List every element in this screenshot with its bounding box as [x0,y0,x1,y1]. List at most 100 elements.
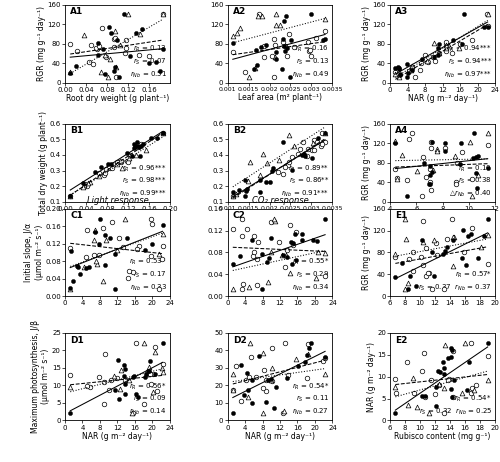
Y-axis label: RGR (mg g⁻¹ day⁻¹): RGR (mg g⁻¹ day⁻¹) [362,125,371,201]
Point [280,263,288,271]
Point [458,389,466,396]
Point [426,165,434,173]
Point [268,164,276,171]
Point [113,36,121,44]
Point [310,147,318,154]
Point [288,261,296,268]
Point [441,140,449,147]
Point [321,354,329,361]
Point [472,153,480,160]
Point [402,236,410,243]
Point [427,144,435,152]
Point [124,234,132,242]
Point [66,69,74,77]
Point [93,260,101,267]
Point [448,393,456,401]
Point [422,174,430,181]
Point [454,159,462,167]
Point [95,373,103,381]
Point [140,400,147,407]
Point [93,45,101,53]
Point [472,382,480,389]
Point [123,150,131,157]
Point [244,177,252,185]
Point [290,241,298,249]
Point [467,389,475,396]
Point [413,403,421,411]
Point [121,366,129,373]
Point [321,129,329,137]
Point [106,386,114,394]
Point [151,343,159,351]
Point [138,25,146,32]
Point [107,376,115,383]
Point [282,12,290,19]
Point [462,261,470,268]
Text: Light response: Light response [86,196,148,205]
Point [113,160,121,167]
Point [401,286,409,293]
Point [466,358,473,365]
Point [148,388,156,395]
Text: $r_R$ = 0.57*
$r_S$ = 0.37  $r_{Nb}$ = 0.37: $r_R$ = 0.57* $r_S$ = 0.37 $r_{Nb}$ = 0.… [418,270,492,292]
Point [281,48,289,55]
Point [270,42,278,49]
Point [292,256,300,263]
Point [290,230,298,237]
Point [256,188,264,195]
Point [456,160,464,168]
Point [282,374,290,382]
Text: $r_R$ = 0.94***
$r_S$ = 0.94***
$r_{Nb}$ = 0.97***: $r_R$ = 0.94*** $r_S$ = 0.94*** $r_{Nb}$… [444,44,492,80]
Point [321,249,329,257]
Point [106,164,114,172]
Point [229,286,237,293]
Point [90,236,98,243]
Point [80,182,88,189]
Point [245,283,253,291]
Point [254,281,262,288]
Point [420,393,428,400]
Point [132,152,140,159]
Point [130,410,138,417]
Point [258,250,266,258]
Point [442,144,450,151]
Point [418,192,426,200]
X-axis label: LAR (m² kg⁻¹): LAR (m² kg⁻¹) [416,213,469,223]
Point [434,147,442,155]
Point [403,73,411,80]
Point [88,61,96,68]
Point [317,143,325,150]
Point [427,187,435,194]
Point [116,234,124,242]
Point [91,226,99,234]
Point [250,65,258,73]
Point [409,249,417,256]
Point [280,43,288,50]
Point [134,143,142,151]
Point [147,215,155,223]
Point [262,42,270,49]
Point [280,170,287,178]
Point [430,272,438,279]
Point [122,44,130,52]
Point [142,146,150,153]
Point [232,190,239,197]
Point [279,410,287,417]
Point [98,45,106,52]
Point [406,135,413,143]
Point [113,375,121,382]
Point [241,192,249,200]
Point [270,404,278,411]
Point [436,381,444,389]
Point [308,154,316,161]
Point [120,381,128,388]
Point [444,376,452,383]
Point [136,30,143,38]
Point [258,286,266,293]
Point [304,340,312,348]
Point [285,30,293,37]
Point [434,44,442,52]
Point [66,192,74,200]
Text: $r_R$ = 0.53*
$r_S$ = 0.17
$r_{Nb}$ = 0.33: $r_R$ = 0.53* $r_S$ = 0.17 $r_{Nb}$ = 0.… [129,257,166,292]
Point [412,282,420,290]
